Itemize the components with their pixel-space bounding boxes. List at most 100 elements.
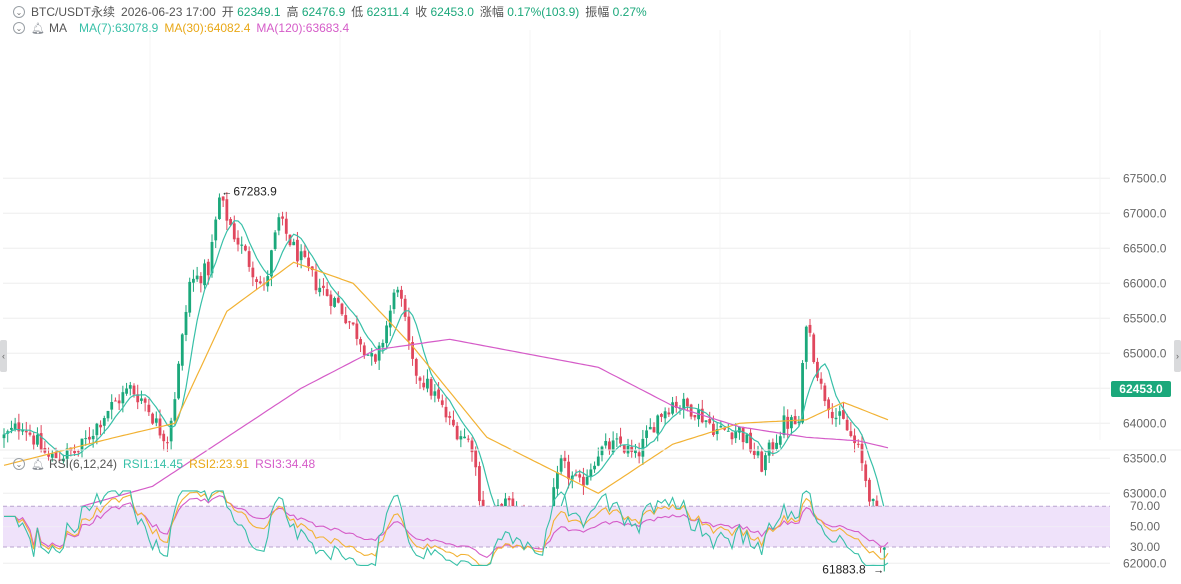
right-collapse-handle[interactable]: › xyxy=(1174,340,1181,372)
candle-body xyxy=(663,411,667,419)
candle-body xyxy=(819,378,823,384)
candle-body xyxy=(218,197,221,220)
collapse-chevron-icon[interactable]: ⌄ xyxy=(13,458,25,470)
price-gridlines xyxy=(3,30,1110,564)
candle-body xyxy=(17,422,21,432)
candle-body xyxy=(630,446,634,452)
price-axis-tick-label: 66000.0 xyxy=(1123,276,1167,290)
candle-body xyxy=(91,435,95,440)
candle-body xyxy=(273,232,277,250)
candle-body xyxy=(166,442,169,444)
candle-body xyxy=(58,459,62,461)
candle-body xyxy=(95,423,99,436)
candle-body xyxy=(210,242,214,274)
candle-body xyxy=(143,398,147,403)
candle-body xyxy=(478,466,481,502)
candle-body xyxy=(366,354,370,356)
candle-body xyxy=(377,345,381,361)
rsi3-legend: RSI3:34.48 xyxy=(255,457,316,471)
candle-body xyxy=(47,454,50,457)
candle-body xyxy=(318,287,322,293)
candle-body xyxy=(36,434,39,445)
candle-body xyxy=(396,289,400,293)
candle-body xyxy=(418,377,422,381)
visibility-bell-icon[interactable]: 🔔︎ xyxy=(31,458,45,471)
candle-body xyxy=(251,267,255,278)
amplitude-label: 振幅 xyxy=(585,5,610,19)
candle-body xyxy=(80,438,84,452)
candle-body xyxy=(128,385,132,389)
candle-body xyxy=(336,297,340,303)
candle-body xyxy=(582,476,585,486)
candle-body xyxy=(110,402,114,410)
candle-body xyxy=(619,436,622,444)
candle-body xyxy=(203,263,206,286)
rsi1-line xyxy=(4,490,889,567)
candle-body xyxy=(689,404,693,417)
candle-body xyxy=(682,398,686,410)
candle-body xyxy=(414,359,418,376)
candle-body xyxy=(637,452,641,457)
candle-body xyxy=(310,266,314,271)
change-label: 涨幅 xyxy=(479,5,504,19)
candle-body xyxy=(69,447,73,451)
candle-body xyxy=(314,271,318,291)
rsi-legend: ⌄ 🔔︎ RSI(6,12,24) RSI1:14.45 RSI2:23.91 … xyxy=(0,457,315,471)
candle-body xyxy=(240,244,244,246)
candle-body xyxy=(656,415,660,434)
candle-body xyxy=(296,239,299,262)
close-value: 62453.0 xyxy=(430,4,474,19)
candle-body xyxy=(827,399,830,411)
left-collapse-handle[interactable]: ‹ xyxy=(0,340,7,372)
candle-body xyxy=(99,424,102,428)
candle-body xyxy=(277,217,281,231)
candle-body xyxy=(804,326,808,362)
collapse-chevron-icon[interactable]: ⌄ xyxy=(13,5,25,18)
candle-body xyxy=(864,464,868,481)
candle-body xyxy=(808,324,812,333)
high-marker-label: 67283.9 xyxy=(233,184,277,198)
candle-body xyxy=(882,547,886,550)
candle-body xyxy=(221,196,225,201)
ma-legend: ⌄ 🔔︎ MA MA(7):63078.9 MA(30):64082.4 MA(… xyxy=(0,21,349,35)
ma7-legend: MA(7):63078.9 xyxy=(78,21,159,35)
candle-body xyxy=(173,399,177,421)
price-axis-tick-label: 65000.0 xyxy=(1123,346,1167,360)
candle-body xyxy=(771,442,775,450)
candle-body xyxy=(444,406,448,418)
candle-body xyxy=(578,474,582,478)
candle-body xyxy=(340,303,344,315)
candle-body xyxy=(106,410,110,419)
candle-body xyxy=(388,310,392,328)
candle-body xyxy=(236,237,240,245)
datetime-label: 2026-06-23 17:00 xyxy=(121,4,216,19)
candle-body xyxy=(593,465,596,470)
low-label: 低 xyxy=(351,5,364,19)
price-axis-tick-label: 64000.0 xyxy=(1123,416,1167,430)
visibility-bell-icon[interactable]: 🔔︎ xyxy=(31,22,45,35)
price-axis-tick-label: 65500.0 xyxy=(1123,311,1167,325)
ma30-line xyxy=(3,261,889,494)
candle-body xyxy=(671,402,674,414)
candle-body xyxy=(764,455,767,471)
ohlc-header: ⌄ BTC/USDT永续 2026-06-23 17:00 开 62349.1 … xyxy=(0,3,647,20)
candle-body xyxy=(567,461,570,480)
candle-body xyxy=(834,417,838,420)
candle-body xyxy=(556,472,559,489)
rsi-axis-tick-label: 50.00 xyxy=(1130,520,1160,534)
candle-body xyxy=(62,458,65,462)
candle-body xyxy=(455,425,459,440)
candle-body xyxy=(429,379,433,396)
candle-body xyxy=(184,311,188,335)
candle-body xyxy=(704,420,708,422)
candle-body xyxy=(84,438,88,440)
candle-body xyxy=(117,400,121,404)
candle-body xyxy=(797,421,801,423)
candle-body xyxy=(292,241,296,246)
candle-body xyxy=(121,392,125,404)
collapse-chevron-icon[interactable]: ⌄ xyxy=(13,22,25,34)
price-axis-tick-label: 67500.0 xyxy=(1123,171,1167,185)
candle-body xyxy=(247,251,251,267)
